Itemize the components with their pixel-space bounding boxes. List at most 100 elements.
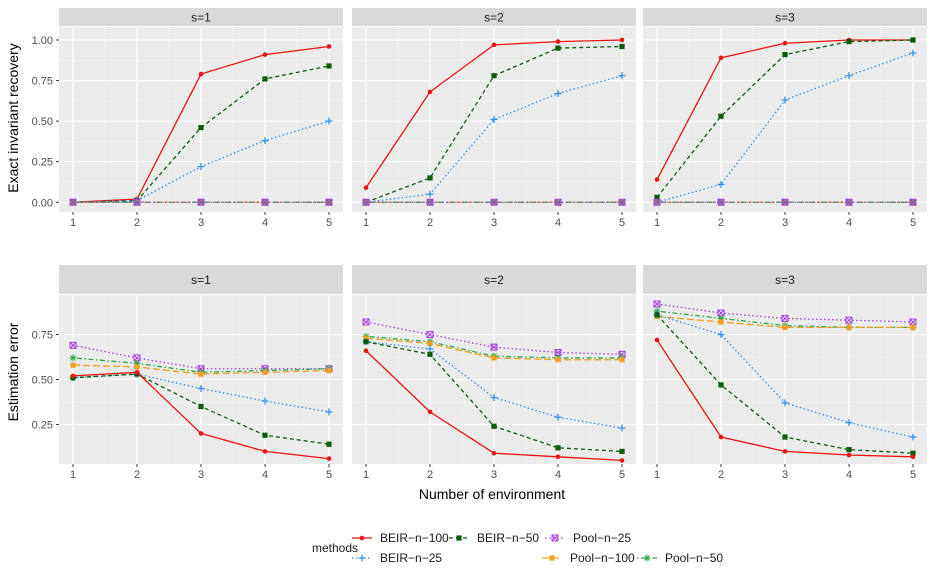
data-point [325,408,333,416]
legend-label: BEIR−n−25 [380,551,442,565]
data-point [363,339,369,345]
data-point [261,137,269,145]
panels-layer: s=1 s=2 s=3 s=1 s=2 s=3 [59,8,927,464]
y-tick-label: 0.50 [32,116,53,128]
y-tick-label: 1.00 [32,35,53,47]
series-line [72,373,330,413]
data-point [262,432,268,438]
data-point [490,343,498,351]
legend-label: Pool−n−100 [570,551,635,565]
x-axis-title: Number of environment [419,486,565,502]
data-point [491,355,497,361]
legend-label: BEIR−n−100 [380,531,449,545]
x-tick-label: 3 [198,469,204,481]
data-point [426,190,434,198]
data-point [362,318,370,326]
y-tick-label: 0.50 [32,375,53,387]
x-tick-label: 4 [555,217,561,229]
data-point [491,42,497,48]
x-tick-label: 2 [427,469,433,481]
y-tick-label: 0.75 [32,76,53,88]
series-line [365,335,622,359]
facet-strip [59,8,343,26]
data-point [782,324,788,330]
data-point [427,89,433,95]
data-point [653,198,661,206]
data-point [198,431,204,436]
data-point [619,357,625,363]
facet-strip [352,8,636,26]
data-point [717,180,725,188]
data-point [426,345,434,353]
data-point [618,424,626,432]
legend-item-beir-n-50: BEIR−n−50 [449,531,539,545]
x-tick-label: 3 [782,217,788,229]
data-point [782,51,788,58]
facet-strip-label: s=2 [484,11,504,25]
data-point [619,37,625,43]
data-point [261,397,269,405]
data-point [70,373,76,379]
data-point [326,63,332,69]
x-tick-label: 1 [70,469,76,481]
x-tick-label: 5 [619,469,625,481]
x-tick-label: 3 [782,469,788,481]
legend-key-marker [549,555,555,561]
x-tick-label: 4 [555,469,561,481]
facet-strip-label: s=2 [484,273,504,287]
data-point [555,357,561,363]
data-point [718,434,724,440]
data-point [490,116,498,123]
data-point [491,450,497,456]
data-point [261,198,269,206]
data-point [554,198,562,206]
data-point [363,335,369,341]
x-tick-label: 1 [654,217,660,229]
data-point [198,125,204,131]
x-tick-label: 2 [718,469,724,481]
facet-strip-label: s=3 [775,273,795,287]
facet-strip [352,265,636,294]
y-axis-title-error: Estimation error [5,322,21,421]
data-point [845,198,853,206]
data-point [363,348,369,354]
data-point [717,331,725,339]
facet-strip-label: s=1 [191,11,211,25]
data-point [554,349,562,357]
x-tick-label: 4 [262,469,268,481]
data-point [69,341,77,349]
axes-layer: 0.00 0.25 0.50 0.75 1.00 1 2 3 4 5 1 2 3 4 5 1 2 3 4 5 0.25 0… [32,35,916,481]
series-line [72,357,330,373]
legend-item-beir-n-100: BEIR−n−100 [352,531,449,545]
data-point [781,96,789,104]
data-point [262,52,268,57]
data-point [910,324,916,330]
x-tick-label: 2 [718,217,724,229]
series-pool-n-25 [362,198,626,206]
data-point [134,370,140,375]
series-line [656,315,913,329]
data-point [197,198,205,206]
series-line [365,321,623,355]
data-point [910,450,916,456]
data-point [325,198,333,206]
data-point [909,318,917,326]
data-point [198,403,204,410]
data-point [555,445,561,451]
data-point [326,367,332,374]
series-line [365,337,622,361]
x-tick-label: 2 [427,217,433,229]
data-point [427,175,433,181]
data-point [910,37,916,43]
series-beir-n-50 [654,37,916,200]
data-point [717,314,725,322]
data-point [427,409,433,415]
series-beir-n-100 [363,37,625,190]
data-point [846,39,852,45]
y-tick-label: 0.75 [32,330,53,342]
x-tick-label: 4 [262,217,268,229]
data-point [490,393,498,401]
x-tick-label: 1 [363,469,369,481]
x-tick-label: 3 [491,469,497,481]
series-beir-n-50 [654,312,916,456]
